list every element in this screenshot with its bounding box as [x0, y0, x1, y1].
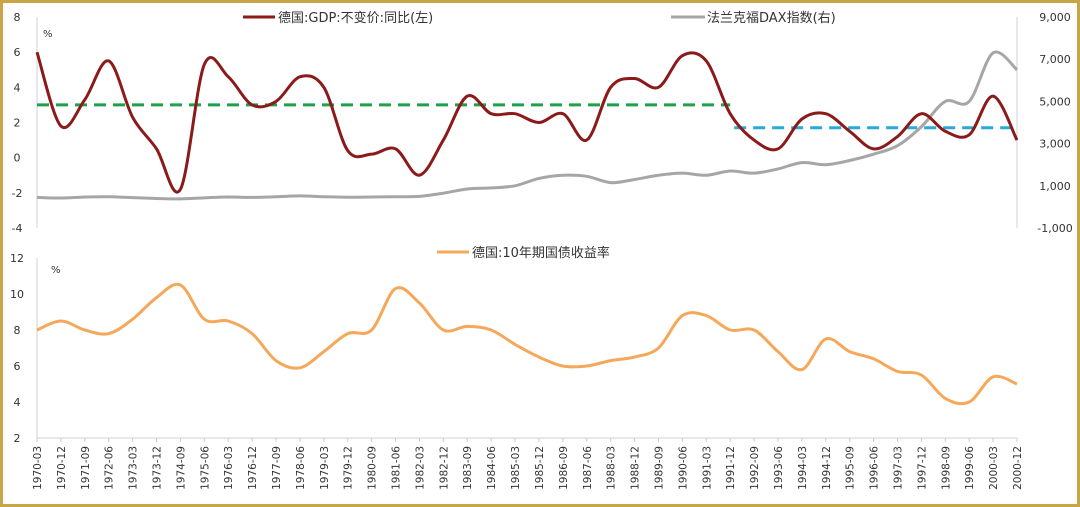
x-tick-label: 1985-12 [534, 446, 546, 490]
x-tick-label: 1978-06 [295, 446, 307, 490]
x-tick-label: 1997-12 [916, 446, 928, 490]
right-y-tick-label: -1,000 [1037, 222, 1072, 235]
right-y-tick-label: 5,000 [1039, 95, 1071, 108]
left-y-tick-label: -2 [12, 187, 23, 200]
gdp-growth-line [35, 51, 1019, 194]
x-tick-label: 1975-06 [199, 446, 211, 490]
legend-label-gdp: 德国:GDP:不变价:同比(左) [278, 10, 433, 26]
x-tick-label: 1990-06 [677, 446, 689, 490]
x-tick-label: 1989-09 [653, 446, 665, 490]
x-tick-label: 1988-12 [630, 446, 642, 490]
x-tick-label: 1979-03 [319, 446, 331, 490]
x-tick-label: 1971-09 [80, 446, 92, 490]
x-tick-label: 2000-12 [1012, 446, 1024, 490]
x-tick-label: 1987-06 [582, 446, 594, 490]
x-tick-label: 1984-06 [486, 446, 498, 490]
bottom-y-tick-label: 12 [10, 252, 24, 265]
x-tick-label: 1982-03 [414, 446, 426, 490]
legend-label-yield: 德国:10年期国债收益率 [472, 245, 610, 261]
dax-index-line [36, 50, 1019, 201]
bottom-y-tick-label: 4 [14, 396, 21, 409]
left-y-tick-label: 4 [14, 81, 21, 94]
left-y-tick-label: 8 [14, 11, 21, 24]
left-y-tick-label: 0 [14, 152, 21, 165]
x-tick-label: 1994-03 [797, 446, 809, 490]
x-tick-label: 1972-06 [104, 446, 116, 490]
x-tick-label: 1970-12 [56, 446, 68, 490]
left-y-tick-label: 6 [14, 46, 21, 59]
left-y-tick-label: -4 [12, 222, 23, 235]
x-tick-label: 1997-03 [892, 446, 904, 490]
x-tick-label: 1985-03 [510, 446, 522, 490]
x-tick-label: 1999-06 [964, 446, 976, 490]
x-tick-label: 1970-03 [32, 446, 44, 490]
x-tick-label: 1982-12 [438, 446, 450, 490]
right-y-tick-label: 1,000 [1039, 180, 1071, 193]
x-tick-label: 1973-03 [128, 446, 140, 490]
legend-label-dax: 法兰克福DAX指数(右) [707, 11, 836, 26]
right-y-tick-label: 3,000 [1039, 138, 1071, 151]
x-tick-label: 1983-09 [462, 446, 474, 490]
bottom-y-tick-label: 2 [14, 432, 21, 445]
x-tick-label: 1994-12 [821, 446, 833, 490]
right-y-tick-label: 7,000 [1039, 53, 1071, 66]
left-y-tick-label: 2 [14, 117, 21, 130]
x-tick-label: 1980-09 [367, 446, 379, 490]
x-tick-label: 1981-06 [391, 446, 403, 490]
x-tick-label: 1995-09 [845, 446, 857, 490]
x-tick-label: 1992-09 [749, 446, 761, 490]
bottom-y-tick-label: 10 [10, 288, 24, 301]
bottom-y-tick-label: 6 [14, 360, 21, 373]
x-tick-label: 1991-03 [701, 446, 713, 490]
bottom-y-tick-label: 8 [14, 324, 21, 337]
x-tick-label: 1976-12 [247, 446, 259, 490]
x-tick-label: 1998-09 [940, 446, 952, 490]
x-tick-label: 1979-12 [343, 446, 355, 490]
x-tick-label: 1977-09 [271, 446, 283, 490]
x-tick-label: 1996-06 [869, 446, 881, 490]
dual-panel-line-chart: 8 6 4 2 0 -2 -4 9,000 7,000 5,000 3,000 1,000 -1,000… [10, 10, 1073, 490]
top-unit-label: % [43, 29, 53, 40]
x-tick-label: 1974-09 [175, 446, 187, 490]
x-tick-label: 2000-03 [988, 446, 1000, 490]
x-tick-label: 1993-06 [773, 446, 785, 490]
right-y-tick-label: 9,000 [1039, 11, 1071, 24]
x-tick-label: 1973-12 [152, 446, 164, 490]
bottom-unit-label: % [51, 265, 61, 276]
x-tick-label: 1976-03 [223, 446, 235, 490]
x-tick-label: 1991-12 [725, 446, 737, 490]
x-tick-label: 1986-09 [558, 446, 570, 490]
bund-yield-line [36, 282, 1018, 406]
x-tick-label: 1988-03 [606, 446, 618, 490]
